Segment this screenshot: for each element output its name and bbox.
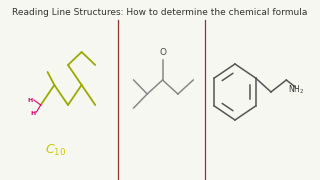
Text: $\it{C}_{10}$: $\it{C}_{10}$: [45, 142, 67, 158]
Text: H: H: [30, 111, 36, 116]
Text: Reading Line Structures: How to determine the chemical formula: Reading Line Structures: How to determin…: [12, 8, 308, 17]
Text: O: O: [159, 48, 166, 57]
Text: H: H: [27, 98, 32, 102]
Text: NH$_2$: NH$_2$: [288, 83, 304, 96]
